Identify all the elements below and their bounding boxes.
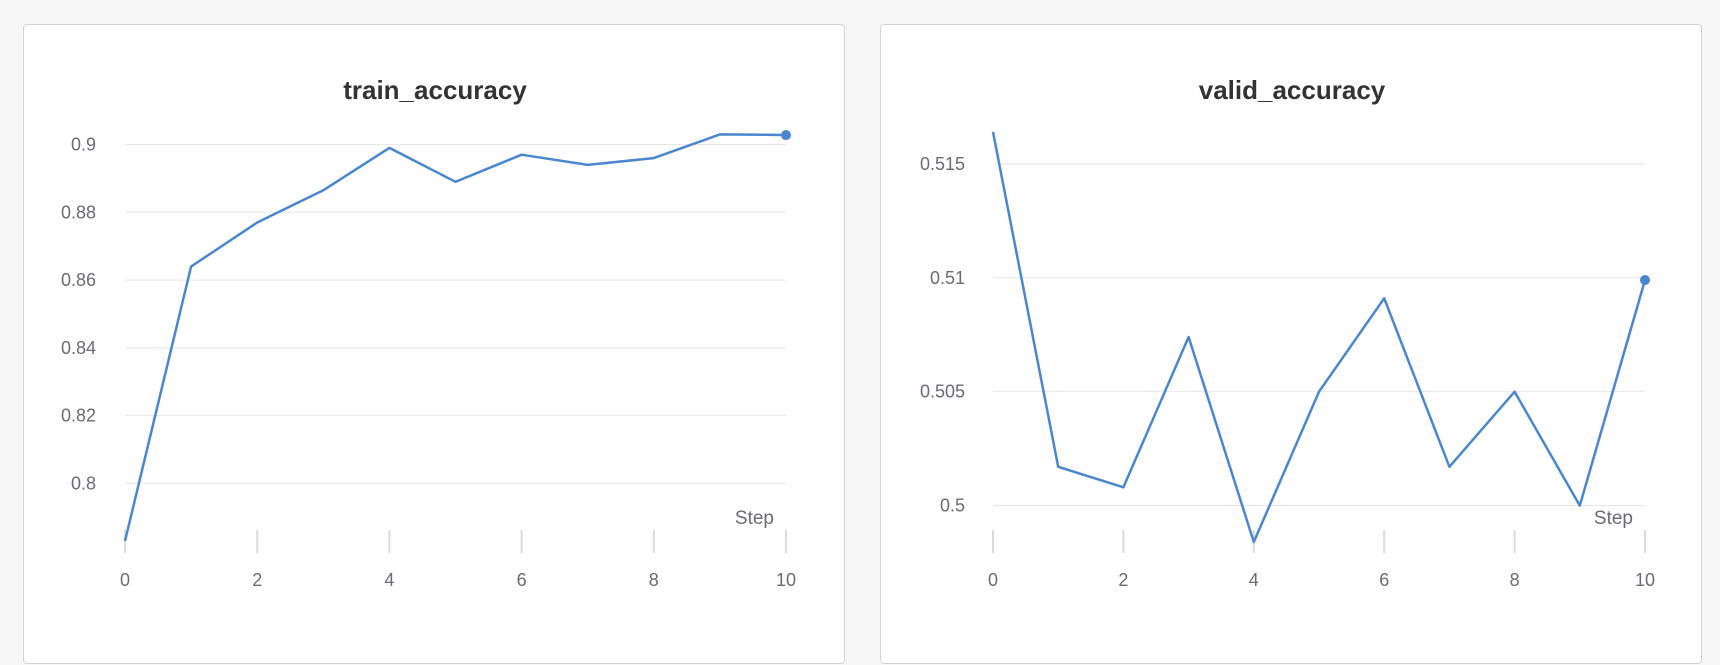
x-tick-label: 6 <box>517 570 527 590</box>
chart-panel-valid-accuracy: valid_accuracy 0.5 0.505 0.51 0.515 0 2 4 6 8 10 S… <box>880 24 1702 664</box>
y-tick-label: 0.8 <box>71 473 96 493</box>
y-tick-label: 0.515 <box>920 154 965 174</box>
last-point-marker[interactable] <box>781 130 791 141</box>
y-tick-label: 0.82 <box>61 406 96 426</box>
chart-panel-train-accuracy: train_accuracy 0.8 0.82 0.84 0.86 0.88 0.9 0 2 4… <box>23 24 845 664</box>
y-tick-label: 0.505 <box>920 382 965 402</box>
chart-title: valid_accuracy <box>1199 75 1386 105</box>
x-tick-label: 8 <box>649 570 659 590</box>
last-point-marker[interactable] <box>1640 275 1650 286</box>
x-tick-label: 2 <box>1118 570 1128 590</box>
train-accuracy-chart: train_accuracy 0.8 0.82 0.84 0.86 0.88 0.9 0 2 4… <box>61 75 796 590</box>
x-tick-label: 4 <box>1249 570 1259 590</box>
y-tick-label: 0.86 <box>61 270 96 290</box>
y-tick-label: 0.84 <box>61 338 96 358</box>
x-axis-label: Step <box>735 508 774 529</box>
x-tick-label: 8 <box>1510 570 1520 590</box>
x-tick-label: 2 <box>252 570 262 590</box>
x-tick-label: 10 <box>776 570 796 590</box>
x-tick-label: 4 <box>384 570 394 590</box>
x-tick-label: 0 <box>988 570 998 590</box>
series-line <box>991 131 1647 544</box>
y-tick-label: 0.5 <box>940 496 965 516</box>
chart-title: train_accuracy <box>343 75 527 105</box>
x-tick-label: 0 <box>120 570 130 590</box>
y-tick-label: 0.51 <box>930 268 965 288</box>
valid-accuracy-chart: valid_accuracy 0.5 0.505 0.51 0.515 0 2 4 6 8 10 S… <box>920 75 1655 590</box>
x-axis-label: Step <box>1594 508 1633 529</box>
y-tick-label: 0.9 <box>71 135 96 155</box>
x-tick-label: 10 <box>1635 570 1655 590</box>
x-tick-label: 6 <box>1379 570 1389 590</box>
series-line <box>123 133 787 542</box>
y-tick-label: 0.88 <box>61 202 96 222</box>
